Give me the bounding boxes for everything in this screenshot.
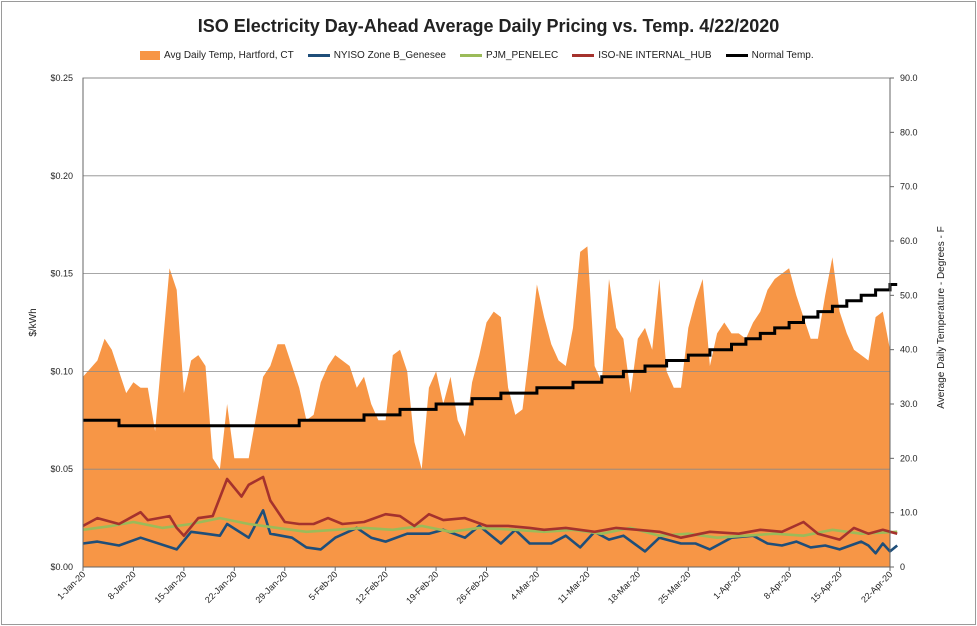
x-tick-label: 8-Jan-20 [106,569,138,601]
legend-label-temp: Avg Daily Temp, Hartford, CT [164,49,294,61]
x-tick-label: 1-Jan-20 [55,569,87,601]
legend-item-temp: Avg Daily Temp, Hartford, CT [140,50,294,61]
y2-tick-label: 70.0 [900,182,918,192]
x-tick-label: 29-Jan-20 [253,569,289,605]
legend-swatch-temp [140,50,160,60]
y-tick-label: $0.10 [50,366,73,376]
y2-tick-label: 50.0 [900,290,918,300]
x-tick-label: 22-Apr-20 [859,569,894,604]
legend: Avg Daily Temp, Hartford, CT NYISO Zone … [140,48,828,62]
legend-swatch-nyiso [307,53,330,57]
legend-item-normal: Normal Temp. [725,49,814,61]
series-temp-area [83,246,890,567]
x-tick-label: 19-Feb-20 [404,569,440,605]
x-tick-label: 18-Mar-20 [606,569,642,605]
legend-swatch-pjm [459,53,482,57]
y-tick-label: $0.20 [50,171,73,181]
x-tick-label: 15-Apr-20 [809,569,844,604]
legend-item-pjm: PJM_PENELEC [459,49,559,61]
y2-tick-label: 40.0 [900,345,918,355]
y2-tick-label: 20.0 [900,453,918,463]
y2-tick-label: 60.0 [900,236,918,246]
y-tick-label: $0.05 [50,464,73,474]
y2-tick-label: 80.0 [900,127,918,137]
series-pjm-line [82,516,898,539]
legend-item-isone: ISO-NE INTERNAL_HUB [572,49,712,61]
x-tick-label: 5-Feb-20 [307,569,340,602]
x-tick-label: 26-Feb-20 [454,569,490,605]
x-tick-label: 11-Mar-20 [556,569,592,605]
legend-label-normal: Normal Temp. [751,49,814,61]
y2-tick-label: 0 [900,562,905,572]
y-axis-title: $/kWh [28,308,39,336]
y-tick-label: $0.25 [50,73,73,83]
legend-label-nyiso: NYISO Zone B_Genesee [333,49,446,61]
legend-label-pjm: PJM_PENELEC [485,49,559,61]
legend-item-nyiso: NYISO Zone B_Genesee [307,49,446,61]
series-normal-temp-line [83,283,898,428]
x-tick-label: 12-Feb-20 [354,569,390,605]
chart-title: ISO Electricity Day-Ahead Average Daily … [197,16,780,36]
x-tick-label: 4-Mar-20 [508,569,541,602]
legend-swatch-isone [572,53,595,57]
y2-tick-label: 10.0 [900,508,918,518]
series-isone-line [82,475,898,541]
x-tick-label: 8-Apr-20 [762,569,794,601]
series-nyiso-line [82,509,899,555]
y2-tick-label: 30.0 [900,399,918,409]
x-tick-label: 15-Jan-20 [153,569,189,605]
y-tick-label: $0.00 [50,562,73,572]
y-tick-label: $0.15 [50,269,73,279]
y2-tick-label: 90.0 [900,73,918,83]
x-tick-label: 25-Mar-20 [656,569,692,605]
legend-label-isone: ISO-NE INTERNAL_HUB [598,49,712,61]
x-tick-label: 22-Jan-20 [203,569,239,605]
legend-swatch-normal [725,53,748,57]
y2-axis-title: Average Daily Temperature - Degrees - F [936,226,947,409]
x-tick-label: 1-Apr-20 [711,569,743,601]
